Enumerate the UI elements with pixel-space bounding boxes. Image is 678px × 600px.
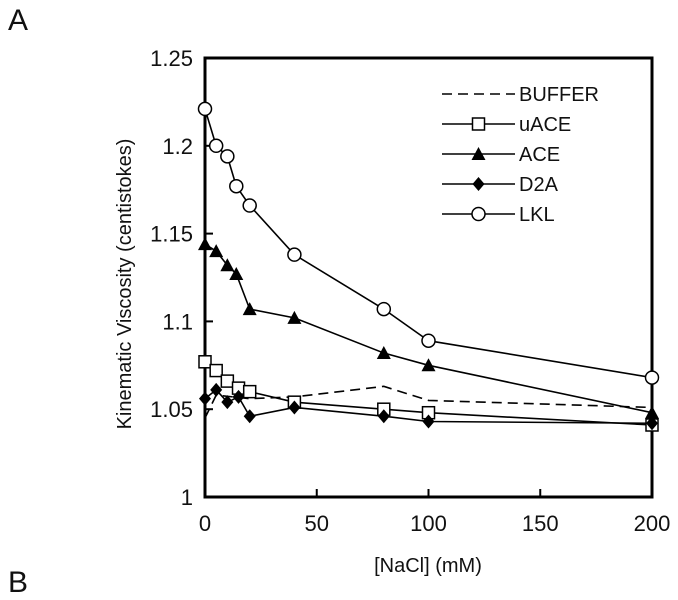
legend-label-buffer: BUFFER bbox=[519, 84, 599, 106]
y-axis-label: Kinematic Viscosity (centistokes) bbox=[114, 139, 136, 430]
y-tick-label: 1 bbox=[181, 485, 193, 510]
x-axis-label: [NaCl] (mM) bbox=[374, 555, 482, 577]
data-point-ace bbox=[198, 237, 212, 251]
y-tick-label: 1.25 bbox=[150, 46, 193, 71]
panel-label-a: A bbox=[8, 4, 29, 37]
data-point-lkl bbox=[197, 101, 213, 117]
legend-marker-ace bbox=[471, 147, 486, 160]
data-point-lkl bbox=[376, 301, 392, 317]
x-tick-label: 200 bbox=[634, 511, 671, 536]
data-point-uace bbox=[220, 374, 235, 388]
series-d2a bbox=[199, 382, 658, 431]
data-point-ace bbox=[220, 258, 235, 272]
data-point-uace bbox=[198, 355, 212, 369]
y-tick-label: 1.15 bbox=[150, 222, 193, 247]
legend-marker-lkl bbox=[471, 206, 486, 222]
data-point-d2a bbox=[288, 400, 301, 415]
series-layer bbox=[197, 101, 660, 432]
data-point-d2a bbox=[221, 395, 234, 410]
data-point-d2a bbox=[377, 409, 390, 424]
data-point-ace bbox=[645, 405, 659, 419]
data-point-uace bbox=[209, 363, 223, 378]
data-point-ace bbox=[209, 244, 224, 258]
legend-label-ace: ACE bbox=[519, 144, 560, 166]
data-point-d2a bbox=[210, 382, 223, 397]
axes: 0 50 100 150 200 1 1.05 1.1 1.15 1.2 1.25 bbox=[150, 46, 670, 536]
legend-label-uace: uACE bbox=[519, 114, 571, 136]
data-point-d2a bbox=[646, 416, 658, 431]
legend-label-lkl: LKL bbox=[519, 204, 555, 226]
data-point-ace bbox=[376, 346, 391, 360]
y-tick-label: 1.1 bbox=[162, 309, 193, 334]
legend-label-d2a: D2A bbox=[519, 174, 559, 196]
data-point-d2a bbox=[243, 409, 256, 424]
plot-frame bbox=[203, 56, 654, 499]
series-ace bbox=[198, 237, 659, 419]
legend-marker-uace bbox=[471, 117, 486, 131]
x-tick-label: 50 bbox=[305, 511, 329, 536]
data-point-lkl bbox=[208, 138, 224, 154]
data-point-lkl bbox=[287, 247, 302, 262]
viscosity-chart: 0 50 100 150 200 1 1.05 1.1 1.15 1.2 1.25 BUFFER uA… bbox=[114, 46, 670, 577]
data-point-ace bbox=[421, 358, 436, 372]
data-point-d2a bbox=[422, 414, 435, 429]
data-point-ace bbox=[242, 302, 257, 316]
y-tick-label: 1.05 bbox=[150, 397, 193, 422]
series-line-ace bbox=[204, 243, 653, 414]
data-point-d2a bbox=[199, 391, 211, 406]
x-tick-label: 100 bbox=[410, 511, 447, 536]
series-lkl bbox=[197, 101, 660, 385]
data-point-lkl bbox=[421, 333, 436, 348]
data-point-lkl bbox=[644, 370, 660, 385]
data-point-uace bbox=[242, 384, 257, 399]
legend: BUFFER uACE ACE D2A LKL bbox=[442, 84, 599, 226]
data-point-ace bbox=[229, 266, 244, 280]
y-tick-label: 1.2 bbox=[162, 134, 193, 159]
data-point-lkl bbox=[229, 178, 244, 194]
data-point-lkl bbox=[220, 149, 235, 164]
x-tick-label: 0 bbox=[199, 511, 211, 536]
data-point-ace bbox=[287, 310, 302, 324]
x-tick-label: 150 bbox=[522, 511, 559, 536]
data-point-d2a bbox=[232, 389, 245, 404]
data-point-lkl bbox=[242, 198, 257, 213]
legend-marker-d2a bbox=[472, 177, 485, 191]
